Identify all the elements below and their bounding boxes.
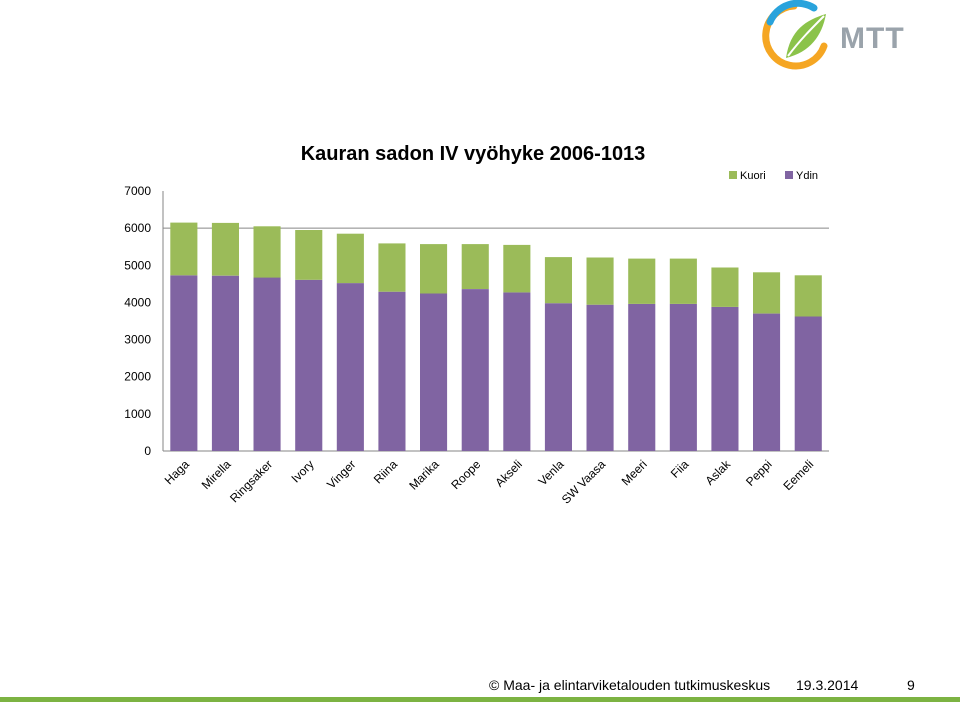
- y-tick-label: 6000: [124, 221, 151, 235]
- legend-swatch-ydin: [785, 171, 793, 179]
- bar-kuori-venla: [544, 257, 572, 304]
- bar-kuori-peppi: [753, 272, 781, 314]
- bar-kuori-fiia: [669, 258, 697, 304]
- bars: [170, 222, 822, 451]
- x-tick-label: Meeri: [619, 457, 650, 488]
- bar-ydin-sw-vaasa: [586, 304, 614, 451]
- y-tick-label: 0: [144, 444, 151, 458]
- bar-kuori-aslak: [711, 267, 739, 307]
- bar-kuori-riina: [378, 243, 406, 292]
- bar-ydin-meeri: [628, 303, 656, 451]
- bar-kuori-roope: [461, 244, 489, 289]
- x-tick-label: Aslak: [702, 457, 733, 488]
- legend: Kuori Ydin: [729, 170, 818, 182]
- x-tick-label: Haga: [162, 457, 192, 487]
- bar-ydin-venla: [544, 303, 572, 451]
- x-tick-label: Ivory: [289, 457, 317, 485]
- bar-kuori-eemeli: [794, 275, 822, 317]
- bar-ydin-roope: [461, 289, 489, 451]
- x-tick-label: Mirella: [199, 457, 234, 492]
- y-tick-labels: 0 1000 2000 3000 4000 5000 6000 7000: [124, 184, 151, 458]
- bar-ydin-mirella: [211, 275, 239, 451]
- legend-label-ydin: Ydin: [796, 170, 818, 182]
- bar-ydin-aslak: [711, 306, 739, 451]
- bar-ydin-vinger: [336, 283, 364, 451]
- x-tick-label: Ringsaker: [227, 457, 275, 505]
- x-tick-label: Roope: [448, 457, 483, 492]
- mtt-logo-emblem: [762, 0, 828, 70]
- bottom-accent-bar: [0, 697, 960, 702]
- x-tick-label: Vinger: [324, 457, 358, 491]
- y-tick-label: 1000: [124, 407, 151, 421]
- bar-ydin-eemeli: [794, 316, 822, 451]
- y-tick-label: 4000: [124, 295, 151, 309]
- bar-ydin-ivory: [295, 279, 323, 451]
- bar-ydin-ringsaker: [253, 277, 281, 451]
- x-tick-label: Akseli: [492, 457, 525, 490]
- chart-title: Kauran sadon IV vyöhyke 2006-1013: [301, 143, 646, 165]
- legend-swatch-kuori: [729, 171, 737, 179]
- bar-kuori-ivory: [295, 230, 323, 280]
- y-tick-label: 5000: [124, 258, 151, 272]
- y-tick-label: 3000: [124, 333, 151, 347]
- legend-label-kuori: Kuori: [740, 170, 766, 182]
- bar-kuori-ringsaker: [253, 226, 281, 278]
- bar-kuori-marika: [420, 244, 448, 294]
- bar-ydin-akseli: [503, 292, 531, 451]
- x-tick-label: Fiia: [668, 457, 692, 481]
- bar-kuori-akseli: [503, 244, 531, 293]
- bar-kuori-meeri: [628, 258, 656, 304]
- footer-copyright: © Maa- ja elintarviketalouden tutkimuske…: [489, 677, 771, 693]
- bar-kuori-sw-vaasa: [586, 257, 614, 305]
- x-tick-label: Marika: [406, 457, 442, 493]
- footer: © Maa- ja elintarviketalouden tutkimuske…: [0, 677, 960, 697]
- bar-ydin-fiia: [669, 303, 697, 451]
- x-tick-label: SW Vaasa: [559, 457, 609, 507]
- bar-ydin-haga: [170, 275, 198, 451]
- footer-page-number: 9: [907, 677, 915, 693]
- bar-ydin-riina: [378, 291, 406, 451]
- footer-date: 19.3.2014: [796, 677, 859, 693]
- x-tick-label: Peppi: [743, 457, 775, 489]
- bar-kuori-haga: [170, 222, 198, 276]
- bar-kuori-mirella: [211, 222, 239, 276]
- x-tick-label: Eemeli: [780, 457, 816, 493]
- bar-ydin-marika: [420, 293, 448, 451]
- x-tick-label: Venla: [535, 457, 566, 488]
- y-tick-label: 2000: [124, 370, 151, 384]
- bar-ydin-peppi: [753, 313, 781, 451]
- x-tick-label: Riina: [371, 457, 400, 486]
- mtt-logo: MTT: [762, 0, 905, 70]
- mtt-logo-text: MTT: [840, 22, 905, 55]
- bar-kuori-vinger: [336, 233, 364, 284]
- y-tick-label: 7000: [124, 184, 151, 198]
